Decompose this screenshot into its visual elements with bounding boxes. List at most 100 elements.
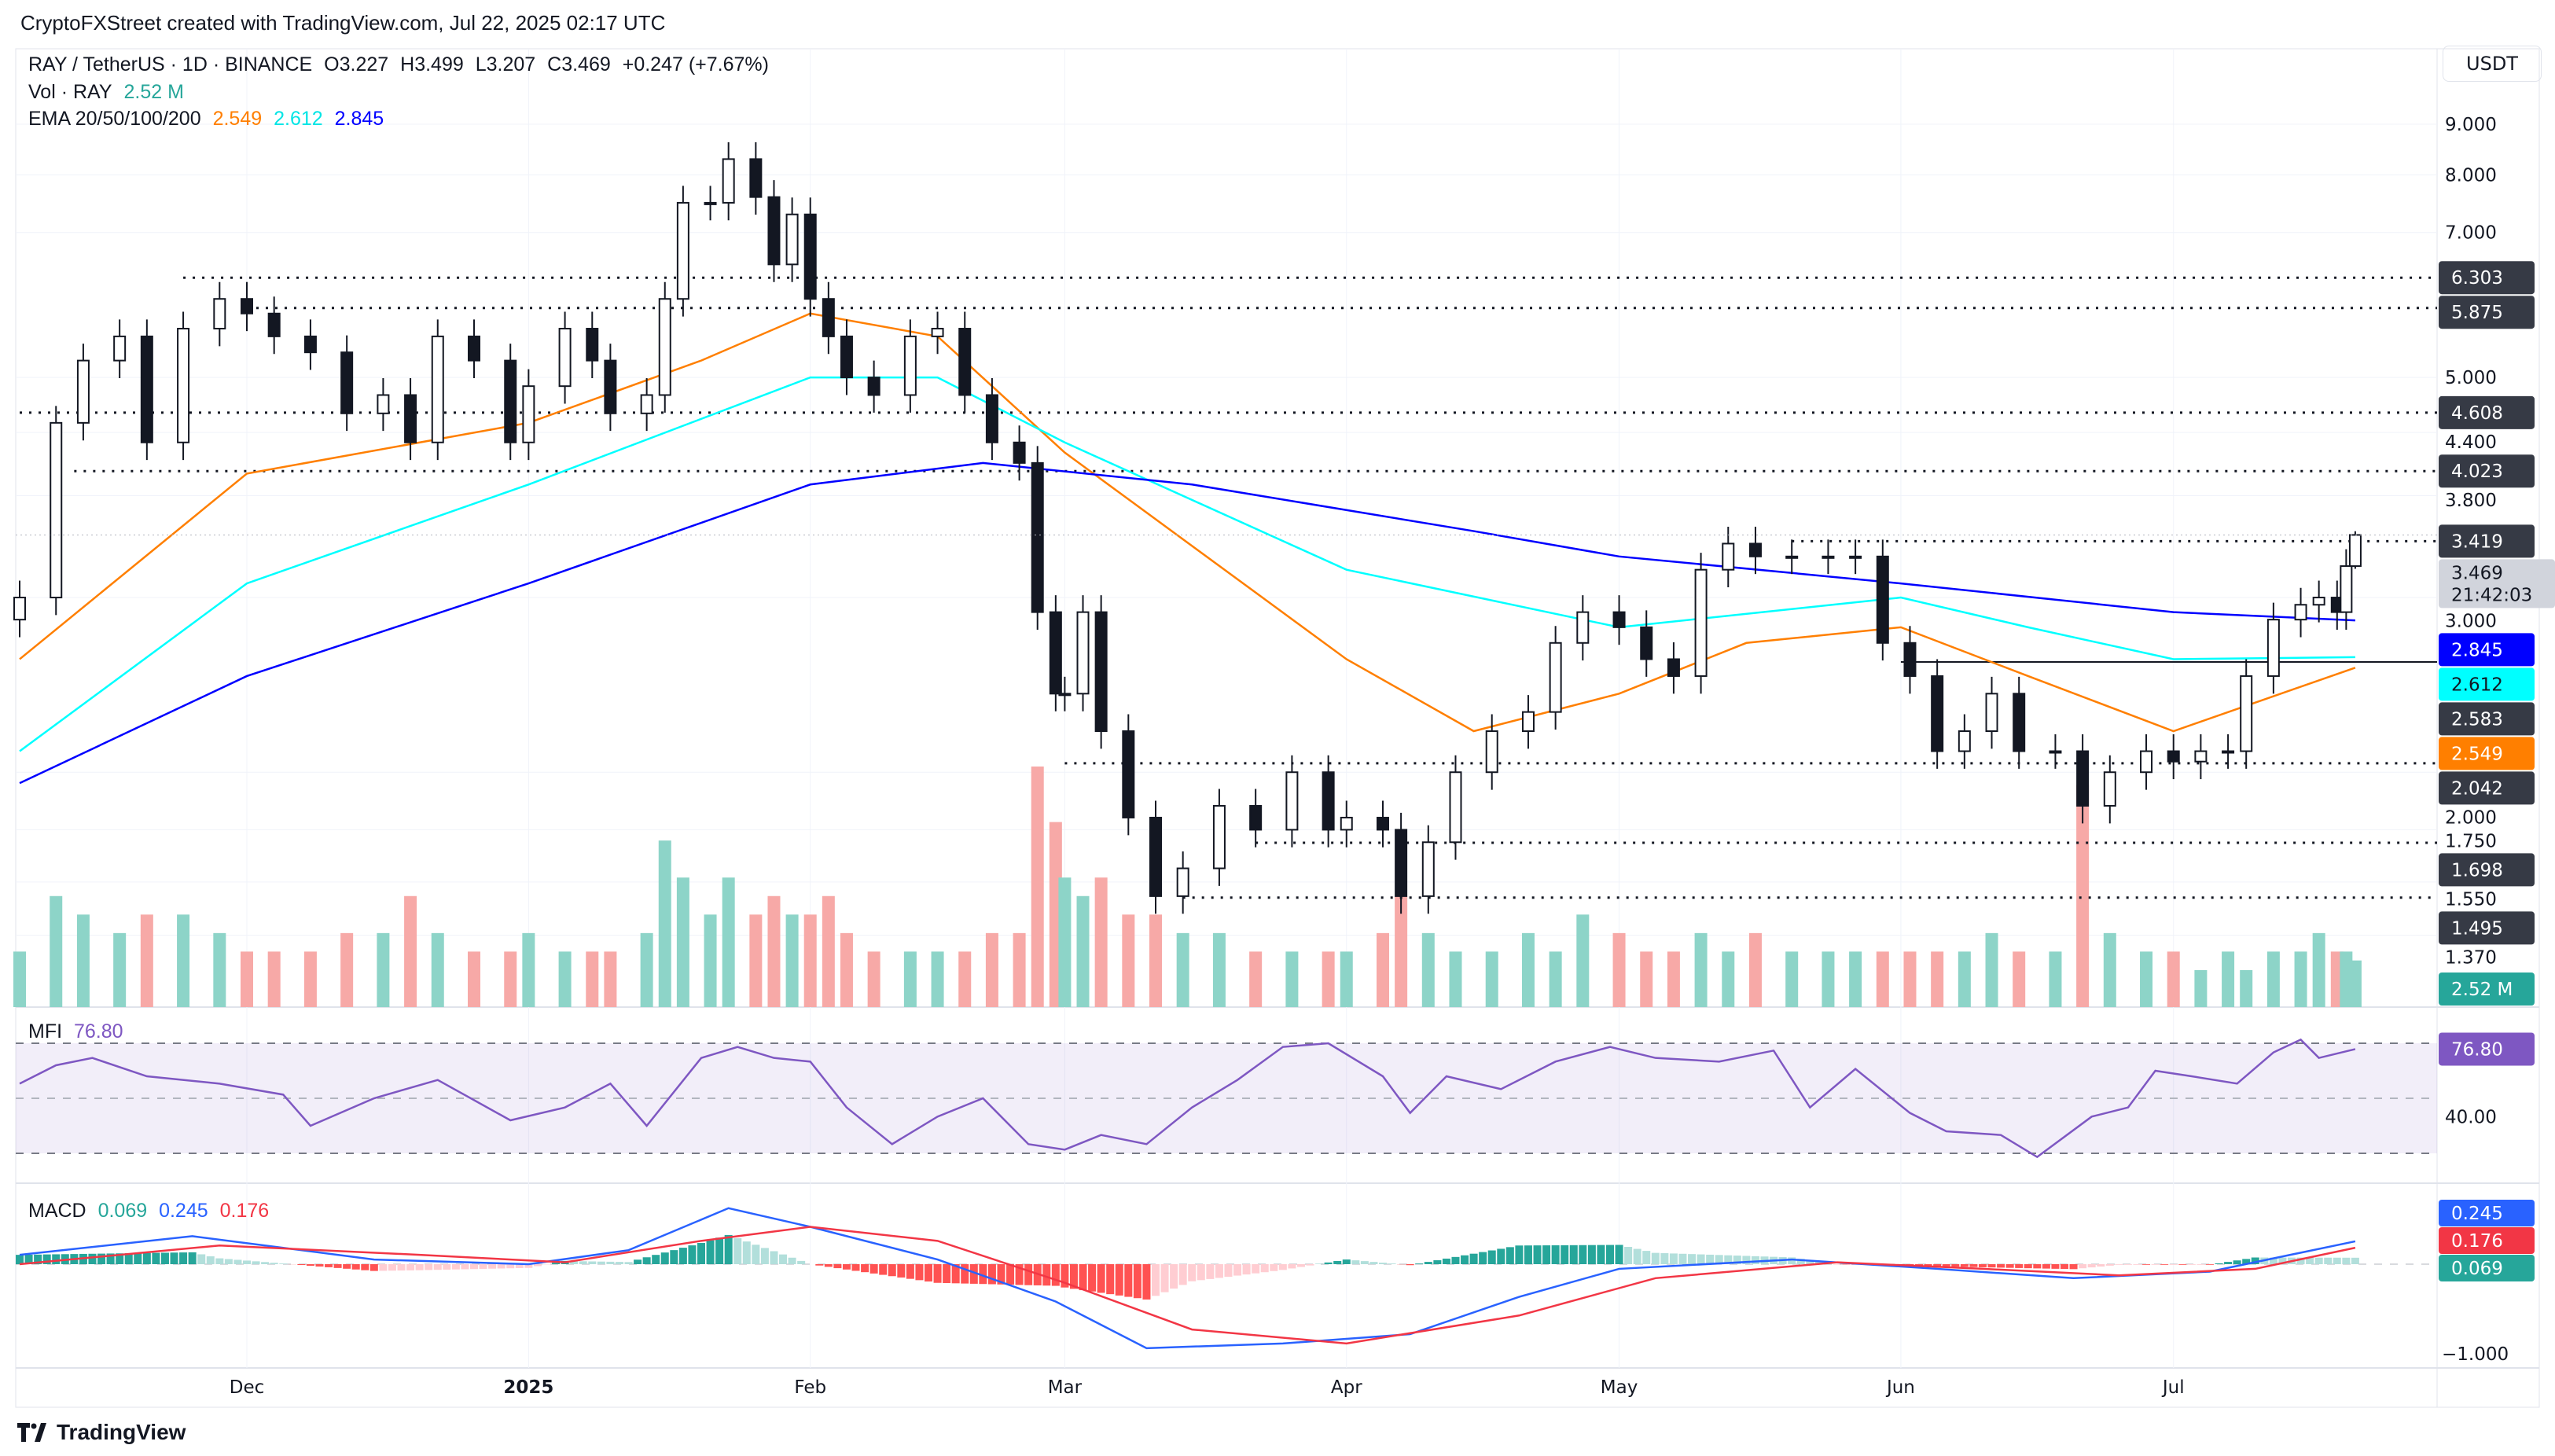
macd-label[interactable]: MACD [28,1200,86,1222]
macd-histogram-bar [1688,1254,1697,1264]
volume-bar [1322,951,1335,1007]
candle [931,311,944,355]
macd-histogram-bar [1697,1254,1705,1264]
macd-histogram-bar [987,1264,996,1285]
candle-body [267,312,281,337]
level-price-tag-bg [2439,261,2535,295]
candle-body [50,421,63,599]
volume-bar [1149,914,1162,1007]
macd-histogram-bar [1142,1264,1151,1300]
candle [785,197,799,282]
macd-signal-line [19,1226,2356,1345]
macd-histogram-bar [1751,1256,1759,1264]
level-price-tag-bg [2439,911,2535,945]
candle-body [468,335,480,362]
macd-histogram-bar [1061,1264,1069,1288]
macd-histogram-bar [1351,1260,1360,1264]
volume-bar [1931,951,1944,1007]
macd-hist-value: 0.069 [97,1200,148,1222]
macd-histogram-bar [1197,1264,1205,1281]
macd-histogram-bar [1651,1252,1660,1264]
volume-bar [1485,951,1498,1007]
candle-body [241,298,253,314]
volume-bar [1031,767,1044,1007]
candle [1748,526,1762,575]
macd-histogram-bar [361,1264,369,1270]
macd-histogram-bar [179,1252,188,1264]
macd-histogram-bar [552,1263,561,1264]
candle [1958,714,1971,769]
ema-line [19,312,2356,733]
macd-histogram-bar [1442,1258,1450,1264]
candle [1058,676,1072,711]
price-tick-label: 5.000 [2445,368,2497,388]
level-price-tag: 3.419 [2451,531,2503,552]
macd-histogram-bar [1415,1263,1424,1264]
symbol-legend: RAY / TetherUS · 1D · BINANCE O3.227 H3.… [28,53,775,76]
candle-body [676,201,689,300]
macd-histogram-bar [2351,1257,2359,1264]
macd-histogram-bar [1133,1264,1141,1299]
level-price-tag-bg [2439,454,2535,488]
volume-bar [1421,932,1435,1007]
macd-histogram-bar [2079,1264,2087,1269]
macd-histogram-bar [1306,1264,1314,1266]
volume-bar [13,951,26,1007]
ema-label[interactable]: EMA 20/50/100/200 [28,108,201,130]
date-tick-label: Jul [2161,1377,2185,1398]
macd-histogram-bar [1260,1264,1269,1273]
volume-legend: Vol · RAY 2.52 M [28,81,190,104]
macd-histogram-bar [979,1264,987,1285]
candle [267,296,281,355]
volume-bar [303,951,317,1007]
macd-histogram-bar [1270,1264,1278,1271]
candle-body [785,213,799,266]
macd-histogram-bar [1042,1264,1051,1286]
volume-bar [2049,951,2062,1007]
candle-body [586,328,599,362]
candle-body [1640,626,1653,660]
macd-signal-tag: 0.176 [2451,1231,2503,1252]
macd-histogram-bar [724,1234,733,1264]
volume-bar [822,895,835,1007]
mfi-tag-bg [2439,1032,2535,1066]
volume-label[interactable]: Vol · RAY [28,81,112,103]
macd-histogram-bar [1206,1264,1215,1279]
currency-button[interactable]: USDT [2443,46,2542,82]
candle-body [1149,816,1162,897]
candle [377,377,390,432]
volume-bar [785,914,799,1007]
symbol-name[interactable]: RAY / TetherUS · 1D · BINANCE [28,53,313,75]
candle [822,281,835,355]
volume-bar [177,914,190,1007]
macd-histogram-bar [1369,1262,1378,1264]
mfi-label[interactable]: MFI [28,1020,63,1042]
macd-histogram-bar [397,1264,406,1271]
candle-body [1612,611,1626,628]
ohlc-close: C3.469 [547,53,611,75]
volume-bar [1876,951,1889,1007]
ohlc-open: O3.227 [324,53,389,75]
ema100-value: 2.612 [274,108,323,130]
macd-histogram-bar [824,1264,833,1267]
last-price-tag-bg [2439,559,2555,609]
mfi-tag: 76.80 [2451,1039,2503,1060]
candle [722,142,735,221]
ema-line [19,376,2355,752]
macd-histogram-bar [2269,1257,2277,1264]
price-tick-label: 2.000 [2445,807,2497,828]
macd-histogram-bar [152,1252,160,1264]
macd-histogram-bar [1715,1255,1723,1264]
candle [658,281,671,413]
candle-body [377,394,390,414]
macd-histogram-bar [1379,1263,1387,1264]
macd-histogram-bar [1587,1245,1596,1264]
macd-histogram-bar [170,1252,178,1264]
macd-hist-tag-bg [2439,1255,2535,1281]
candle-body [1694,568,1708,677]
volume-bar [1449,951,1462,1007]
volume-bar [2294,951,2307,1007]
macd-histogram-bar [770,1251,778,1264]
macd-histogram-bar [1024,1264,1033,1285]
